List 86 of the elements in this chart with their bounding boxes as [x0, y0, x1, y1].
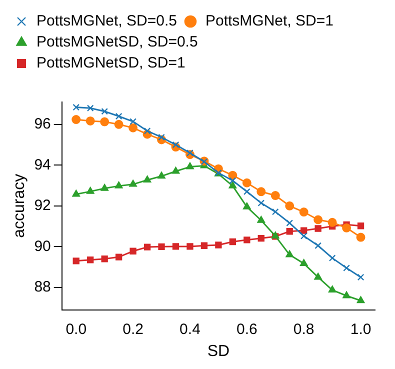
- point: [86, 116, 95, 126]
- x-axis-title: SD: [207, 342, 230, 360]
- point: [258, 200, 265, 206]
- x-tick-label: 0.2: [122, 320, 144, 338]
- y-tick-label: 92: [34, 197, 51, 214]
- point: [286, 220, 294, 226]
- point: [286, 228, 293, 235]
- point: [300, 232, 308, 240]
- point: [172, 166, 180, 174]
- point: [314, 215, 323, 224]
- point: [100, 117, 110, 126]
- legend-label: PottsMGNetSD, SD=0.5: [36, 34, 198, 51]
- y-tick-label: 94: [34, 156, 51, 174]
- point: [72, 258, 80, 264]
- point: [328, 218, 337, 227]
- point: [270, 191, 280, 200]
- x-tick-label: 1.0: [350, 320, 372, 338]
- point: [272, 208, 279, 216]
- point: [258, 234, 264, 242]
- point: [328, 254, 336, 262]
- point: [215, 242, 222, 248]
- point: [143, 176, 152, 183]
- point: [100, 184, 109, 191]
- point: [228, 181, 237, 188]
- point: [158, 243, 165, 250]
- legend-label: PottsMGNetSD, SD=1: [36, 54, 186, 72]
- point: [342, 291, 350, 298]
- point: [158, 172, 166, 179]
- point: [101, 256, 108, 262]
- point: [242, 202, 251, 210]
- point: [172, 141, 180, 148]
- point: [285, 201, 294, 210]
- x-tick-label: 0.0: [66, 320, 87, 338]
- point: [300, 259, 308, 266]
- point: [130, 248, 136, 254]
- x-tick-label: 0.4: [180, 320, 200, 338]
- point: [244, 236, 250, 244]
- x-tick-label: 0.6: [236, 320, 258, 338]
- point: [229, 238, 236, 246]
- y-tick-label: 90: [34, 238, 51, 255]
- point: [357, 274, 364, 281]
- point: [229, 177, 236, 184]
- point: [72, 190, 80, 197]
- point: [257, 216, 266, 223]
- point: [299, 208, 308, 217]
- point: [115, 112, 122, 120]
- point: [115, 254, 122, 260]
- point: [130, 118, 136, 125]
- point: [87, 256, 94, 264]
- point: [172, 243, 180, 250]
- point: [314, 242, 322, 250]
- point: [242, 178, 252, 188]
- point: [128, 123, 138, 132]
- point: [86, 104, 94, 112]
- point: [300, 227, 308, 234]
- point: [158, 134, 165, 141]
- point: [186, 243, 194, 250]
- point: [200, 242, 208, 249]
- point: [86, 186, 94, 194]
- point: [256, 187, 266, 196]
- point: [129, 180, 138, 187]
- y-tick-label: 96: [34, 116, 51, 133]
- point: [342, 223, 352, 232]
- point: [243, 188, 250, 196]
- legend-label: PottsMGNet, SD=0.5: [36, 12, 177, 30]
- point: [357, 222, 364, 230]
- point: [72, 115, 81, 124]
- point: [186, 162, 194, 170]
- point: [328, 286, 336, 293]
- legend-label: PottsMGNet, SD=1: [205, 12, 334, 30]
- point: [144, 128, 151, 134]
- y-axis-title: accuracy: [11, 174, 28, 238]
- y-tick-label: 88: [34, 278, 51, 296]
- point: [356, 296, 365, 304]
- point: [114, 181, 123, 188]
- point: [356, 232, 366, 242]
- point: [314, 225, 322, 232]
- point: [343, 264, 350, 272]
- x-tick-label: 0.8: [293, 320, 314, 338]
- point: [286, 250, 294, 258]
- point: [186, 150, 194, 156]
- point: [101, 108, 108, 115]
- point: [72, 104, 80, 111]
- point: [144, 244, 151, 250]
- point: [114, 120, 124, 129]
- point: [314, 272, 322, 280]
